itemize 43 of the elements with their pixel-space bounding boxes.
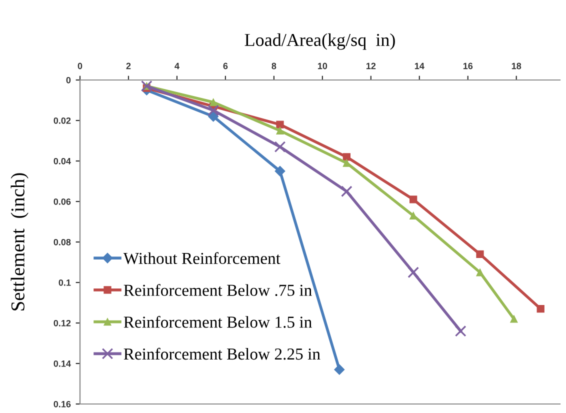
- point: [476, 250, 484, 258]
- y-tick-label: 0.12: [54, 320, 71, 326]
- x-axis-title: Load/Area(kg/sq in): [244, 33, 395, 50]
- point: [274, 141, 286, 153]
- x-tick-label: 14: [414, 62, 424, 70]
- point: [510, 315, 518, 323]
- point: [454, 325, 466, 337]
- point: [536, 305, 544, 313]
- x-tick-label: 4: [174, 62, 180, 70]
- y-axis-title: Settlement (inch): [10, 173, 28, 310]
- legend-label: Without Reinforcement: [123, 252, 280, 264]
- point: [342, 153, 350, 161]
- x-tick-label: 12: [366, 62, 376, 70]
- x-tick-label: 2: [126, 62, 131, 70]
- x-tick-label: 10: [318, 62, 328, 70]
- x-tick-label: 8: [272, 62, 276, 70]
- y-tick-label: 0.02: [54, 117, 71, 124]
- point: [476, 268, 484, 276]
- point: [334, 364, 345, 375]
- x-tick-label: 18: [512, 62, 522, 70]
- y-tick-label: 0.1: [58, 279, 71, 286]
- point: [210, 98, 218, 106]
- legend-label: Reinforcement Below .75 in: [124, 284, 312, 296]
- x-tick-label: 0: [78, 62, 82, 70]
- legend-label: Reinforcement Below 1.5 in: [124, 316, 312, 328]
- y-tick-label: 0.14: [54, 360, 71, 367]
- legend-label: Reinforcement Below 2.25 in: [124, 348, 320, 360]
- y-tick-label: 0.04: [54, 158, 71, 164]
- point: [274, 166, 286, 176]
- y-tick-label: 0.16: [54, 400, 71, 408]
- point: [340, 186, 352, 198]
- y-tick-label: 0.06: [54, 198, 71, 205]
- point: [276, 120, 284, 128]
- x-tick-label: 6: [223, 62, 228, 70]
- y-tick-label: 0: [66, 76, 71, 84]
- x-tick-label: 16: [463, 62, 473, 70]
- point: [276, 126, 284, 134]
- point: [408, 266, 420, 278]
- point: [342, 159, 350, 167]
- point: [208, 104, 220, 116]
- point: [410, 196, 418, 204]
- y-tick-label: 0.08: [54, 238, 71, 246]
- point: [208, 111, 219, 122]
